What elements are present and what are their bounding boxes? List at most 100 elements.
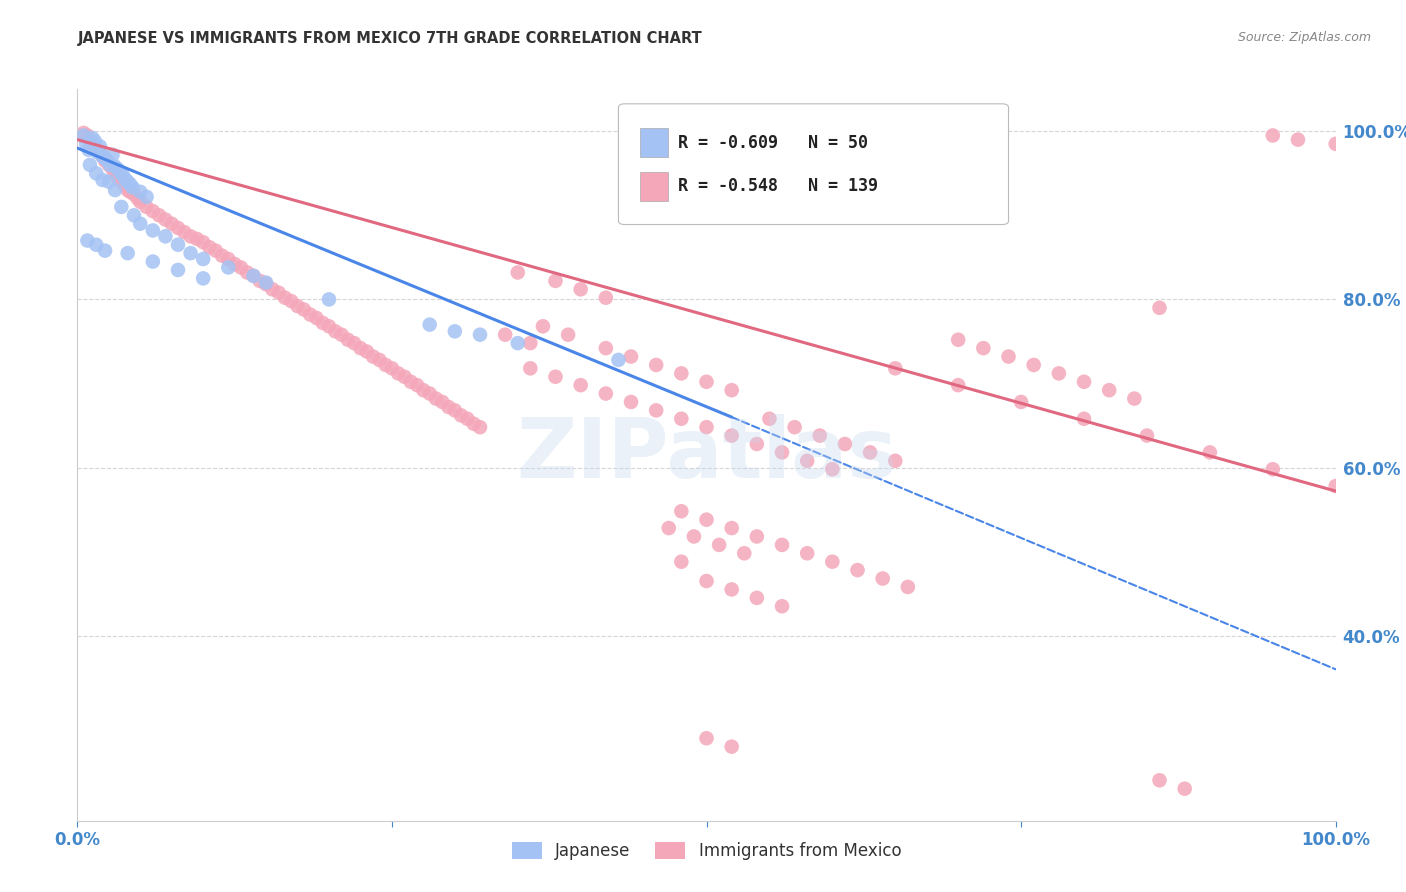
- Point: [330, 327, 353, 342]
- Point: [444, 324, 467, 338]
- Point: [84, 237, 107, 252]
- Point: [419, 318, 441, 332]
- Point: [101, 162, 124, 177]
- Point: [720, 739, 742, 754]
- Point: [544, 369, 567, 384]
- Point: [84, 141, 107, 155]
- Point: [107, 170, 129, 185]
- Point: [456, 411, 478, 425]
- Point: [696, 731, 718, 746]
- Point: [129, 217, 152, 231]
- Point: [120, 178, 142, 192]
- Point: [595, 341, 617, 355]
- Point: [645, 358, 668, 372]
- Point: [262, 282, 284, 296]
- Point: [884, 454, 907, 468]
- Point: [770, 538, 793, 552]
- Point: [696, 420, 718, 434]
- Point: [204, 244, 226, 258]
- Point: [129, 185, 152, 199]
- Point: [242, 268, 264, 283]
- Point: [129, 194, 152, 209]
- Text: R = -0.548   N = 139: R = -0.548 N = 139: [678, 178, 877, 195]
- Point: [531, 319, 554, 334]
- Point: [519, 336, 541, 351]
- Point: [318, 319, 340, 334]
- Point: [267, 285, 290, 300]
- Point: [671, 367, 693, 381]
- Point: [148, 208, 170, 222]
- Point: [91, 149, 114, 163]
- Point: [94, 153, 117, 168]
- Point: [1149, 301, 1171, 315]
- Point: [1136, 428, 1159, 442]
- Point: [758, 411, 780, 425]
- Point: [160, 217, 183, 231]
- Point: [494, 327, 516, 342]
- Point: [142, 223, 165, 237]
- Point: [468, 420, 491, 434]
- Point: [91, 173, 114, 187]
- Point: [167, 237, 190, 252]
- Point: [399, 375, 422, 389]
- Point: [671, 504, 693, 518]
- Point: [114, 172, 136, 186]
- Point: [834, 437, 856, 451]
- Point: [180, 229, 202, 244]
- Point: [110, 200, 132, 214]
- Point: [1073, 411, 1095, 425]
- Point: [299, 308, 322, 322]
- Point: [349, 341, 371, 355]
- Point: [77, 143, 100, 157]
- Point: [948, 378, 970, 392]
- Point: [155, 212, 177, 227]
- Point: [89, 139, 111, 153]
- Point: [997, 350, 1019, 364]
- Point: [117, 183, 139, 197]
- Point: [1261, 128, 1284, 143]
- Point: [82, 131, 104, 145]
- Point: [101, 148, 124, 162]
- Point: [468, 327, 491, 342]
- Point: [104, 160, 127, 174]
- Point: [620, 395, 643, 409]
- Point: [425, 392, 447, 406]
- Point: [217, 252, 239, 266]
- Point: [122, 187, 145, 202]
- Point: [121, 180, 143, 194]
- Point: [120, 185, 142, 199]
- Point: [127, 192, 149, 206]
- Point: [432, 395, 454, 409]
- Point: [111, 168, 134, 182]
- Point: [236, 265, 259, 279]
- Point: [1149, 773, 1171, 788]
- Point: [94, 244, 117, 258]
- Point: [254, 277, 277, 292]
- Point: [1199, 445, 1222, 459]
- Point: [412, 383, 434, 397]
- Point: [72, 128, 94, 143]
- Point: [406, 378, 429, 392]
- FancyBboxPatch shape: [619, 103, 1008, 225]
- Point: [229, 260, 252, 275]
- Point: [1123, 392, 1146, 406]
- Point: [108, 164, 131, 178]
- Point: [91, 149, 114, 163]
- Point: [821, 555, 844, 569]
- Point: [745, 529, 768, 543]
- Point: [98, 158, 121, 172]
- Point: [444, 403, 467, 417]
- Point: [770, 599, 793, 614]
- Point: [198, 240, 221, 254]
- Point: [519, 361, 541, 376]
- Point: [745, 437, 768, 451]
- Point: [343, 336, 366, 351]
- Point: [595, 291, 617, 305]
- Point: [569, 378, 592, 392]
- Point: [620, 350, 643, 364]
- Text: JAPANESE VS IMMIGRANTS FROM MEXICO 7TH GRADE CORRELATION CHART: JAPANESE VS IMMIGRANTS FROM MEXICO 7TH G…: [77, 31, 702, 46]
- Point: [76, 234, 98, 248]
- Bar: [640, 128, 668, 157]
- Point: [770, 445, 793, 459]
- Point: [733, 546, 755, 560]
